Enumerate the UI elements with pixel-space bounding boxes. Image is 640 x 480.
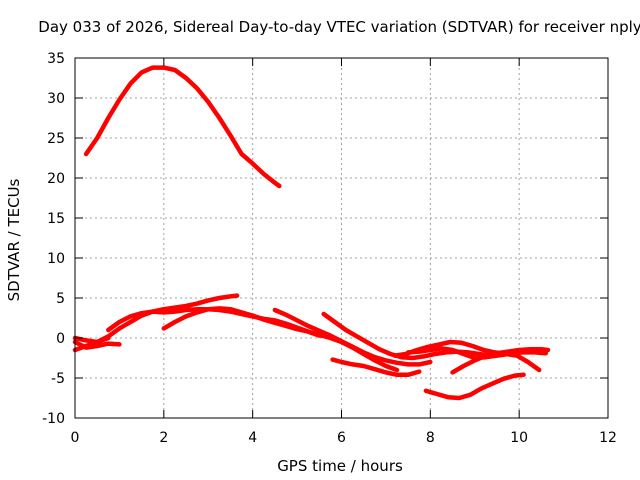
x-tick-label: 0 <box>71 430 80 446</box>
y-tick-label: 20 <box>47 171 65 187</box>
y-tick-label: -10 <box>42 411 65 427</box>
x-axis-label: GPS time / hours <box>277 457 403 475</box>
series-line-arc-4 <box>72 335 111 345</box>
y-tick-label: 5 <box>56 291 65 307</box>
x-tick-label: 4 <box>248 430 257 446</box>
x-tick-label: 10 <box>510 430 528 446</box>
y-tick-label: 35 <box>47 51 65 67</box>
y-axis-label: SDTVAR / TECUs <box>5 178 23 301</box>
series-line-arc-7 <box>272 307 433 367</box>
data-series <box>72 65 551 401</box>
grid-lines <box>75 58 608 418</box>
series-line-arc-9 <box>330 357 422 378</box>
series-line-arc-3 <box>72 339 122 350</box>
y-tick-label: -5 <box>51 371 65 387</box>
y-tick-label: 30 <box>47 91 65 107</box>
y-tick-label: 10 <box>47 251 65 267</box>
series-line-arc-1 <box>83 65 282 189</box>
series-line-arc-12 <box>450 346 551 375</box>
series-line-arc-13 <box>423 372 526 401</box>
y-tick-label: 15 <box>47 211 65 227</box>
x-tick-label: 6 <box>337 430 346 446</box>
axis-ticks: 0 2 4 6 8 10 12 -10 -5 0 5 10 15 20 25 30 35 <box>42 51 617 446</box>
y-tick-label: 0 <box>56 331 65 347</box>
x-tick-label: 12 <box>599 430 617 446</box>
x-tick-label: 2 <box>159 430 168 446</box>
chart-title: Day 033 of 2026, Sidereal Day-to-day VTE… <box>38 18 640 36</box>
x-tick-label: 8 <box>426 430 435 446</box>
y-tick-label: 25 <box>47 131 65 147</box>
